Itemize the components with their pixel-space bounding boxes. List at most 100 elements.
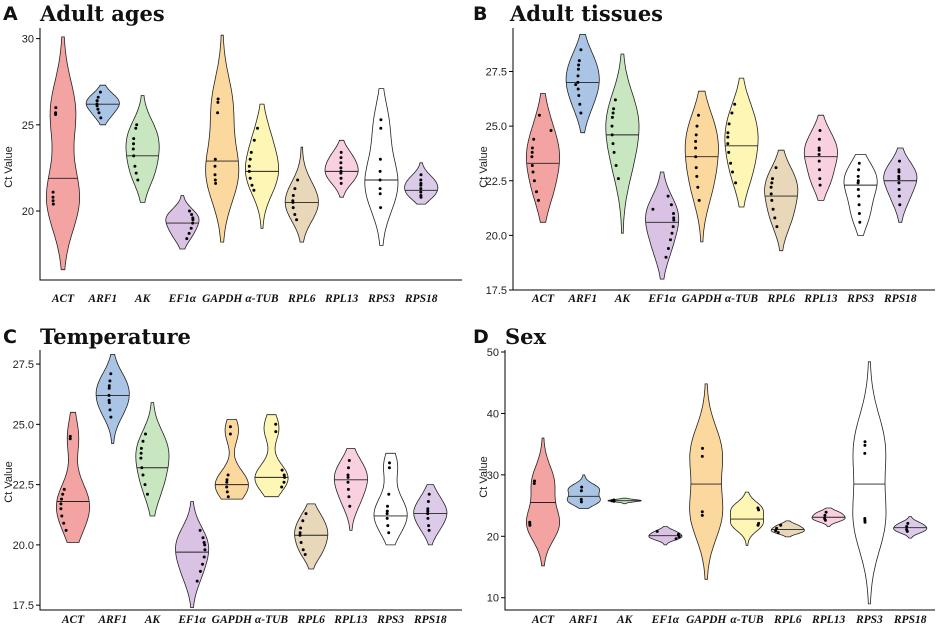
y-tick-label: 25 [22,120,34,132]
data-point [776,531,780,535]
data-point [426,516,430,520]
data-point [252,188,256,192]
data-point [614,164,618,167]
data-point [734,181,738,185]
data-point [730,111,734,115]
data-point [773,216,777,220]
violin-act [56,411,90,543]
data-point [817,159,821,163]
violin-rpl6 [770,520,805,538]
data-point [378,157,382,161]
data-point [774,166,778,170]
plot-area: 17.5 20.0 22.5 25.0 27.5 ACT ARF1 AK EF1α GAPDH α-… [13,350,462,626]
data-point [726,142,730,146]
violin-body [605,53,640,234]
data-point [213,164,217,168]
data-point [109,372,113,376]
data-point [280,468,284,472]
violin-body [56,411,90,543]
data-point [213,157,217,161]
violin-body [95,354,130,444]
data-point [339,156,343,160]
violin-body [803,114,838,201]
violin-rpl6 [764,149,799,252]
violin-body [724,77,759,208]
data-point [378,192,382,196]
data-point [249,150,253,154]
data-point [426,509,430,513]
panel-letter: D [473,326,489,348]
violin-rps3 [364,88,399,246]
data-point [427,524,431,528]
data-point [674,537,678,541]
x-tick-label: AK [614,293,632,305]
data-point [757,508,761,512]
data-point [291,200,295,204]
data-point [695,174,699,178]
data-point [378,169,382,173]
data-point [228,425,232,429]
data-point [694,139,698,143]
violin-ef1alpha [165,195,200,250]
data-point [298,531,302,535]
data-point [134,171,138,175]
data-point [729,161,733,165]
data-point [388,461,391,465]
x-tick-label: ACT [531,614,555,626]
data-point [136,178,140,182]
x-tick-label: ACT [61,614,85,626]
data-point [857,161,861,165]
data-point [651,207,655,211]
data-point [98,90,102,94]
x-tick-label: GAPDH [212,614,253,626]
data-point [225,485,229,489]
data-point [671,225,675,229]
data-point [863,443,867,447]
y-tick-label: 17.5 [13,600,34,612]
x-tick-label: α-TUB [725,293,759,305]
data-point [610,115,614,119]
data-point [139,446,143,450]
data-point [694,133,698,137]
data-point [144,432,147,436]
data-point [898,203,902,207]
data-point [419,195,423,199]
data-point [191,221,195,225]
data-point [293,213,297,216]
data-point [225,480,229,484]
x-tick-label: EF1α [168,293,197,305]
data-point [225,490,229,494]
data-point [694,155,698,159]
violin-rps18 [893,516,928,539]
data-point [818,183,822,187]
y-tick-label: 40 [487,408,499,420]
panel-title: Adult tissues [509,1,663,26]
data-point [823,518,827,522]
data-point [146,492,149,496]
violin-body [214,419,249,500]
data-point [282,480,286,484]
data-point [68,434,72,438]
data-point [775,526,779,530]
x-tick-label: RPL6 [296,614,325,626]
violin-arf1 [566,474,601,509]
data-point [213,178,217,182]
data-point [60,514,64,518]
data-point [579,500,583,504]
data-point [419,187,423,191]
x-tick-label: RPL13 [333,614,367,626]
data-point [857,194,861,198]
violin-rps3 [843,154,878,236]
data-point [107,398,111,402]
data-point [132,154,136,158]
data-point [817,137,821,141]
data-point [897,174,901,178]
data-point [611,142,615,146]
data-point [537,198,540,202]
x-tick-label: ARF1 [568,614,598,626]
data-point [701,446,704,450]
x-tick-label: AK [134,293,152,305]
y-axis-title: Ct Value [478,456,490,497]
violin-rps18 [883,147,918,223]
data-point [304,512,308,516]
